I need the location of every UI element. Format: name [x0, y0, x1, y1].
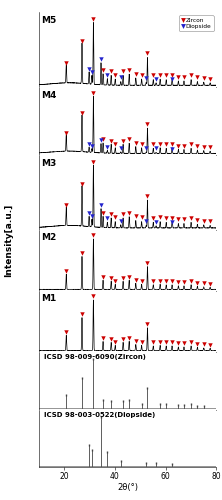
Text: M2: M2: [42, 233, 57, 242]
Text: ICSD 98-003-0522(Diopside): ICSD 98-003-0522(Diopside): [44, 412, 155, 418]
Text: M3: M3: [42, 159, 57, 168]
Text: M5: M5: [42, 16, 57, 25]
Legend: Zircon, Diopside: Zircon, Diopside: [179, 16, 214, 31]
Text: M4: M4: [42, 90, 57, 100]
Text: ICSD 98-009-6090(Zircon): ICSD 98-009-6090(Zircon): [44, 354, 146, 360]
Text: M1: M1: [42, 294, 57, 303]
Text: Intensity[a.u.]: Intensity[a.u.]: [4, 204, 13, 277]
X-axis label: 2θ(°): 2θ(°): [117, 484, 138, 492]
